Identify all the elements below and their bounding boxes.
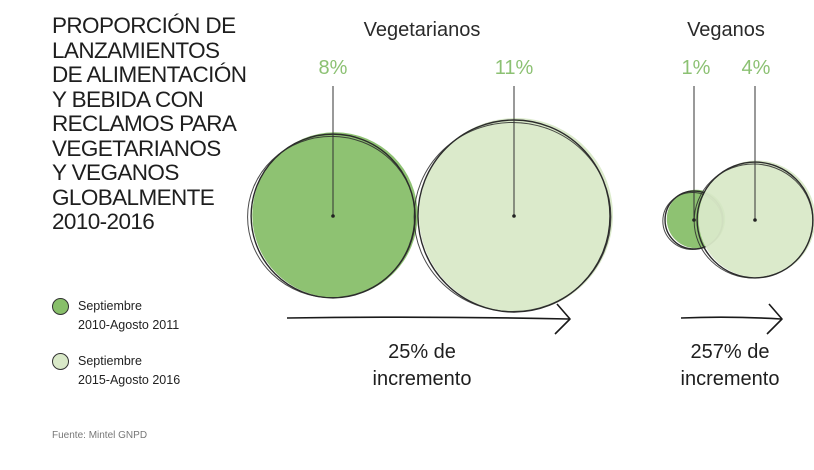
legend-line1: Septiembre [78,299,142,313]
title-line: Y BEBIDA CON [52,86,204,112]
bubble-center-dot [512,214,516,218]
data-label: 8% [319,57,348,79]
chart-title: PROPORCIÓN DE LANZAMIENTOS DE ALIMENTACI… [52,13,282,235]
title-line: Y VEGANOS [52,160,179,185]
title-line: VEGETARIANOS [52,135,221,161]
legend-label: Septiembre 2015-Agosto 2016 [78,352,180,390]
source-note: Fuente: Mintel GNPD [52,430,148,441]
legend-item-period-1: Septiembre 2010-Agosto 2011 [52,297,179,335]
legend-swatch [52,298,69,315]
increase-arrow-veganos [680,316,782,320]
title-line: PROPORCIÓN DE [52,13,236,38]
increase-arrow-vegetarianos-head [554,303,571,335]
bubble-center-dot [331,214,335,218]
bubble-outline [413,121,612,313]
change-label: 25% de [388,341,456,363]
data-label: 11% [495,57,534,79]
increase-arrow-veganos-head [766,303,783,335]
change-label: incremento [373,368,472,390]
bubble-outline [693,163,814,279]
legend-line2: 2015-Agosto 2016 [78,373,181,387]
title-line: GLOBALMENTE [52,184,215,210]
legend-swatch [52,353,69,370]
bubble [252,132,418,298]
bubble-outline [247,135,416,299]
legend-item-period-2: Septiembre 2015-Agosto 2016 [52,352,180,390]
change-label: incremento [681,368,780,390]
bubble [419,118,613,312]
legend-line1: Septiembre [78,354,142,368]
title-line: LANZAMIENTOS [52,37,220,63]
title-line: RECLAMOS PARA [52,111,237,136]
group-title-veganos: Veganos [687,19,765,41]
increase-arrow-vegetarianos [286,316,570,320]
data-label: 1% [682,57,711,79]
group-title-vegetarianos: Vegetarianos [364,19,481,41]
change-label: 257% de [691,341,770,363]
legend-label: Septiembre 2010-Agosto 2011 [78,297,179,335]
title-line: 2010-2016 [52,209,155,234]
data-label: 4% [742,57,771,79]
title-line: DE ALIMENTACIÓN [52,62,247,87]
legend-line2: 2010-Agosto 2011 [78,318,180,332]
bubble-center-dot [753,218,757,222]
